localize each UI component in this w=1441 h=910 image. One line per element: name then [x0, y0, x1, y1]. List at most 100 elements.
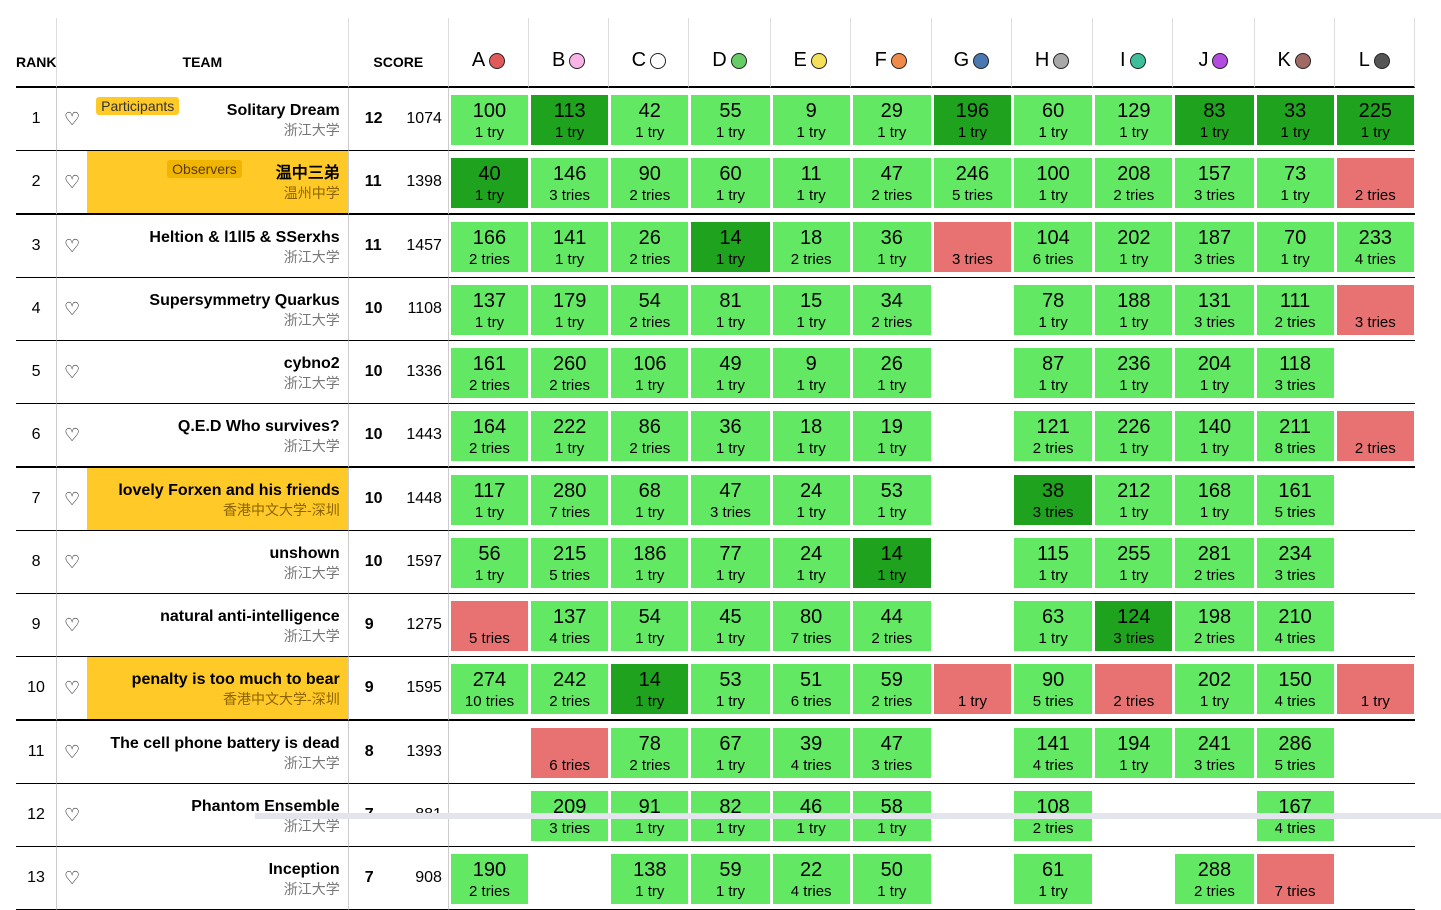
submission-status[interactable]: 50 1 try: [852, 853, 931, 904]
submission-status[interactable]: 179 1 try: [531, 284, 609, 335]
submission-status[interactable]: 67 1 try: [691, 727, 770, 778]
table-row[interactable]: 3 ♡ Heltion & l1ll5 & SSerxhs 浙江大学 11 1457 166…: [16, 215, 1415, 278]
problem-header-l[interactable]: L: [1334, 18, 1415, 88]
submission-status[interactable]: 164 2 tries: [450, 410, 529, 461]
submission-status[interactable]: 137 4 tries: [531, 600, 609, 651]
problem-header-e[interactable]: E: [770, 18, 851, 88]
submission-status[interactable]: 274 10 tries: [450, 663, 529, 714]
submission-status[interactable]: 260 2 tries: [531, 347, 609, 398]
submission-status[interactable]: 18 2 tries: [772, 221, 850, 272]
submission-status[interactable]: 1 try: [1336, 663, 1414, 714]
submission-status[interactable]: 106 1 try: [611, 347, 689, 398]
heart-icon[interactable]: ♡: [64, 867, 81, 888]
submission-status[interactable]: 15 1 try: [772, 284, 850, 335]
submission-status[interactable]: 77 1 try: [691, 537, 770, 588]
submission-status[interactable]: 100 1 try: [1014, 157, 1093, 208]
score-header[interactable]: SCORE: [348, 18, 449, 88]
submission-status[interactable]: 36 1 try: [691, 410, 770, 461]
submission-status[interactable]: 42 1 try: [611, 94, 689, 145]
submission-status[interactable]: 14 1 try: [611, 663, 689, 714]
submission-status[interactable]: 55 1 try: [691, 94, 770, 145]
submission-status[interactable]: 281 2 tries: [1175, 537, 1254, 588]
problem-header-f[interactable]: F: [850, 18, 932, 88]
submission-status[interactable]: 288 2 tries: [1175, 853, 1254, 904]
submission-status[interactable]: 26 1 try: [852, 347, 931, 398]
submission-status[interactable]: 141 1 try: [531, 221, 609, 272]
submission-status[interactable]: 54 2 tries: [611, 284, 689, 335]
submission-status[interactable]: 83 1 try: [1175, 94, 1254, 145]
submission-status[interactable]: 38 3 tries: [1014, 474, 1093, 525]
submission-status[interactable]: 47 3 tries: [852, 727, 931, 778]
problem-header-d[interactable]: D: [689, 18, 771, 88]
submission-status[interactable]: 51 6 tries: [772, 663, 850, 714]
table-row[interactable]: 2 ♡ Observers 温中三弟 温州中学 11 1398 40 1 try 146 3 tri…: [16, 151, 1415, 215]
table-row[interactable]: 5 ♡ cybno2 浙江大学 10 1336 161 2 tries 260 2 tries 10…: [16, 341, 1415, 404]
submission-status[interactable]: 2 tries: [1095, 663, 1173, 714]
submission-status[interactable]: 22 4 tries: [772, 853, 850, 904]
submission-status[interactable]: 11 1 try: [772, 157, 850, 208]
submission-status[interactable]: 53 1 try: [852, 474, 931, 525]
submission-status[interactable]: 68 1 try: [611, 474, 689, 525]
submission-status[interactable]: 24 1 try: [772, 537, 850, 588]
problem-header-b[interactable]: B: [529, 18, 610, 88]
submission-status[interactable]: 61 1 try: [1014, 853, 1093, 904]
heart-icon[interactable]: ♡: [64, 171, 81, 192]
submission-status[interactable]: 47 3 tries: [691, 474, 770, 525]
submission-status[interactable]: 5 tries: [450, 600, 529, 651]
submission-status[interactable]: 124 3 tries: [1095, 600, 1173, 651]
submission-status[interactable]: 90 2 tries: [611, 157, 689, 208]
submission-status[interactable]: 233 4 tries: [1336, 221, 1414, 272]
submission-status[interactable]: 286 5 tries: [1256, 727, 1334, 778]
submission-status[interactable]: 26 2 tries: [611, 221, 689, 272]
submission-status[interactable]: 44 2 tries: [852, 600, 931, 651]
submission-status[interactable]: 29 1 try: [852, 94, 931, 145]
submission-status[interactable]: 225 1 try: [1336, 94, 1414, 145]
submission-status[interactable]: 1 try: [933, 663, 1012, 714]
submission-status[interactable]: 86 2 tries: [611, 410, 689, 461]
table-row[interactable]: 8 ♡ unshown 浙江大学 10 1597 56 1 try 215 5 tries 186 1…: [16, 531, 1415, 594]
submission-status[interactable]: 70 1 try: [1256, 221, 1334, 272]
submission-status[interactable]: 118 3 tries: [1256, 347, 1334, 398]
submission-status[interactable]: 33 1 try: [1256, 94, 1334, 145]
submission-status[interactable]: 78 1 try: [1014, 284, 1093, 335]
table-row[interactable]: 9 ♡ natural anti-intelligence 浙江大学 9 1275 5 tr…: [16, 594, 1415, 657]
submission-status[interactable]: 14 1 try: [691, 221, 770, 272]
heart-icon[interactable]: ♡: [64, 108, 81, 129]
submission-status[interactable]: 187 3 tries: [1175, 221, 1254, 272]
submission-status[interactable]: 73 1 try: [1256, 157, 1334, 208]
heart-icon[interactable]: ♡: [64, 298, 81, 319]
submission-status[interactable]: 150 4 tries: [1256, 663, 1334, 714]
submission-status[interactable]: 146 3 tries: [531, 157, 609, 208]
submission-status[interactable]: 19 1 try: [852, 410, 931, 461]
submission-status[interactable]: 59 1 try: [691, 853, 770, 904]
heart-icon[interactable]: ♡: [64, 614, 81, 635]
submission-status[interactable]: 255 1 try: [1095, 537, 1173, 588]
submission-status[interactable]: 78 2 tries: [611, 727, 689, 778]
submission-status[interactable]: 131 3 tries: [1175, 284, 1254, 335]
submission-status[interactable]: 157 3 tries: [1175, 157, 1254, 208]
submission-status[interactable]: 3 tries: [933, 221, 1012, 272]
submission-status[interactable]: 54 1 try: [611, 600, 689, 651]
team-header[interactable]: TEAM: [57, 18, 349, 88]
submission-status[interactable]: 190 2 tries: [450, 853, 529, 904]
submission-status[interactable]: 60 1 try: [691, 157, 770, 208]
submission-status[interactable]: 6 tries: [531, 727, 609, 778]
submission-status[interactable]: 24 1 try: [772, 474, 850, 525]
submission-status[interactable]: 208 2 tries: [1095, 157, 1173, 208]
heart-icon[interactable]: ♡: [64, 424, 81, 445]
heart-icon[interactable]: ♡: [64, 235, 81, 256]
problem-header-i[interactable]: I: [1093, 18, 1174, 88]
submission-status[interactable]: 198 2 tries: [1175, 600, 1254, 651]
submission-status[interactable]: 47 2 tries: [852, 157, 931, 208]
submission-status[interactable]: 202 1 try: [1095, 221, 1173, 272]
problem-header-h[interactable]: H: [1012, 18, 1094, 88]
submission-status[interactable]: 40 1 try: [450, 157, 529, 208]
submission-status[interactable]: 211 8 tries: [1256, 410, 1334, 461]
submission-status[interactable]: 280 7 tries: [531, 474, 609, 525]
submission-status[interactable]: 53 1 try: [691, 663, 770, 714]
submission-status[interactable]: 202 1 try: [1175, 663, 1254, 714]
submission-status[interactable]: 100 1 try: [450, 94, 529, 145]
submission-status[interactable]: 3 tries: [1336, 284, 1414, 335]
submission-status[interactable]: 226 1 try: [1095, 410, 1173, 461]
